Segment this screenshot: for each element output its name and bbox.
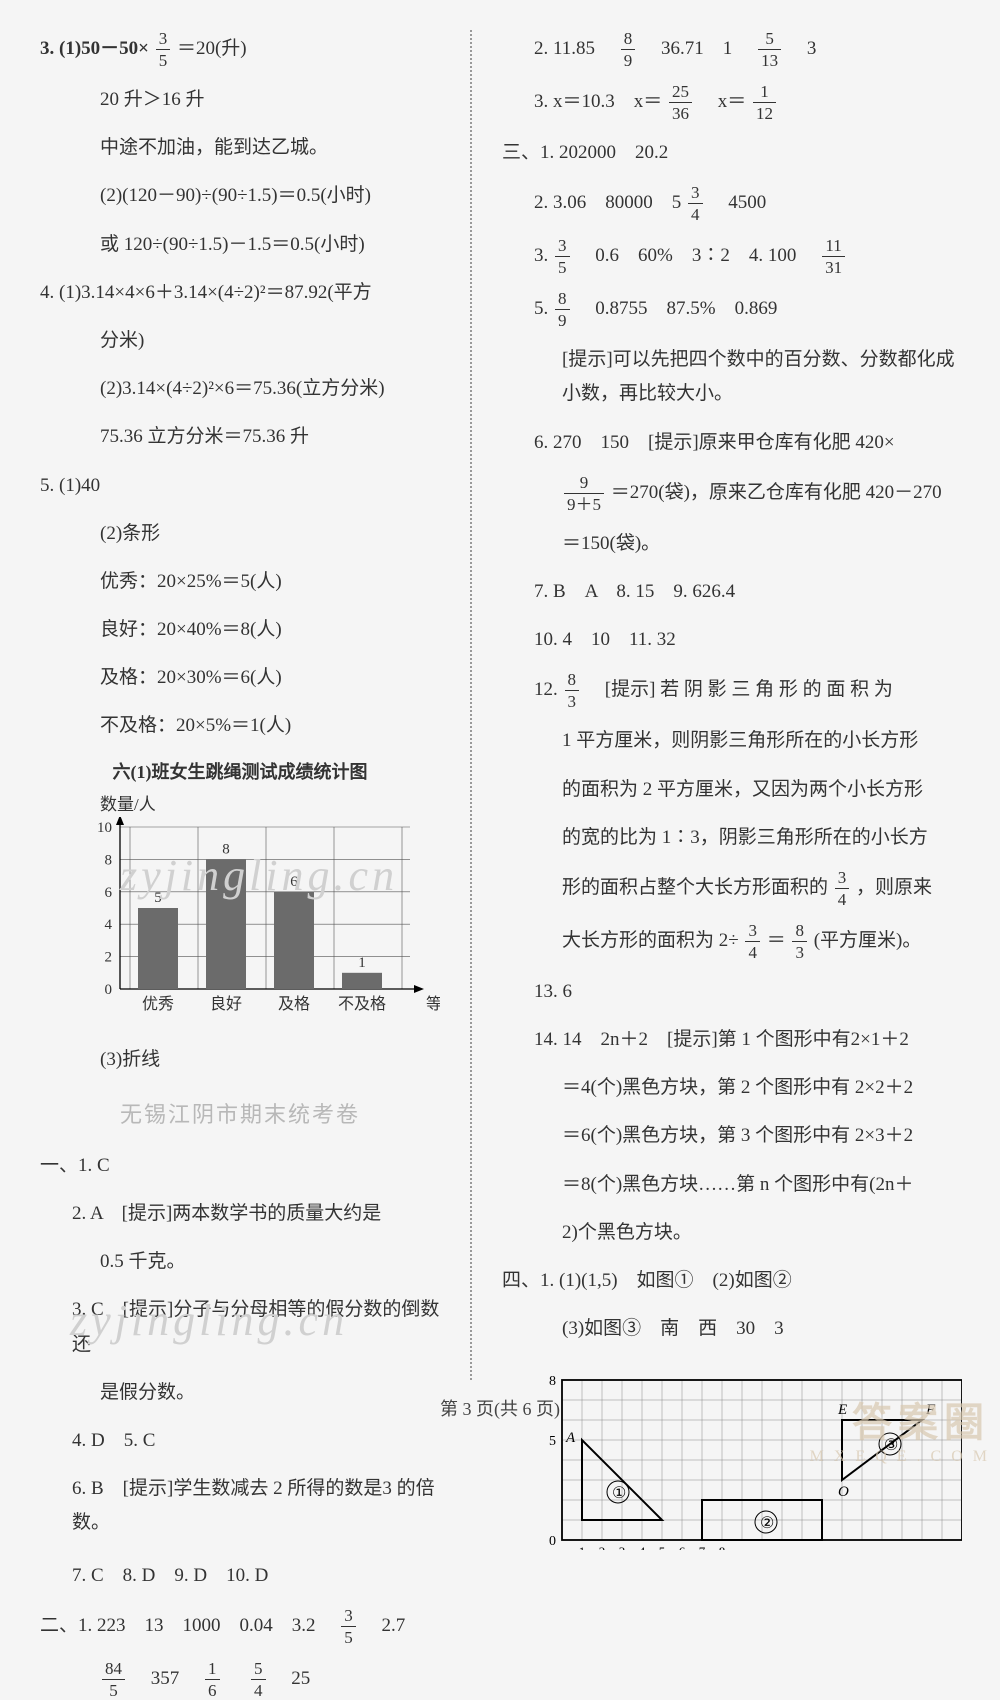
s4-1b: (3)如图③ 南 西 30 3 — [502, 1312, 962, 1346]
frac: 35 — [156, 30, 171, 69]
svg-text:3: 3 — [619, 1544, 626, 1550]
q3-l4: (2)(120－90)÷(90÷1.5)＝0.5(小时) — [40, 179, 440, 213]
chart-ylabel: 数量/人 — [100, 790, 440, 815]
s3-6a: 6. 270 150 [提示]原来甲仓库有化肥 420× — [502, 426, 962, 460]
svg-text:8: 8 — [222, 841, 230, 857]
svg-text:良好: 良好 — [210, 995, 242, 1013]
s3-12f: 形的面积占整个大长方形面积的 34 ，则原来 — [502, 869, 962, 908]
svg-text:5: 5 — [154, 890, 162, 906]
s1-l4: 4. D 5. C — [40, 1424, 440, 1458]
q5-l2: (2)条形 — [40, 517, 440, 551]
s3-14d: ＝8(个)黑色方块……第 n 个图形中有(2n＋ — [502, 1168, 962, 1202]
s3-12h: 大长方形的面积为 2÷ 34 ＝ 83 (平方厘米)。 — [502, 922, 962, 961]
column-divider — [470, 30, 472, 1380]
s3-12c: 1 平方厘米，则阴影三角形所在的小长方形 — [502, 724, 962, 758]
s3-7: 7. B A 8. 15 9. 626.4 — [502, 575, 962, 609]
s1-l2: 2. A [提示]两本数学书的质量大约是 — [40, 1197, 440, 1231]
s1-l3: 3. C [提示]分子与分母相等的假分数的倒数还 — [40, 1293, 440, 1361]
svg-text:1: 1 — [579, 1544, 586, 1550]
s3-12e: 的宽的比为 1∶3，阴影三角形所在的小长方 — [502, 821, 962, 855]
svg-text:等级: 等级 — [426, 995, 440, 1013]
q5-l3: 优秀：20×25%＝5(人) — [40, 565, 440, 599]
svg-text:②: ② — [760, 1515, 774, 1532]
svg-text:5: 5 — [549, 1434, 556, 1449]
svg-text:0: 0 — [549, 1534, 556, 1549]
svg-text:8: 8 — [105, 852, 113, 868]
bar-chart: 0 2 4 6 8 10 5 优秀 8 良好 6 及格 1 不及格 等级 — [80, 817, 440, 1033]
svg-text:O: O — [838, 1484, 849, 1500]
s1-l6: 7. C 8. D 9. D 10. D — [40, 1559, 440, 1593]
s3-6c: ＝150(袋)。 — [502, 527, 962, 561]
svg-text:优秀: 优秀 — [142, 995, 174, 1013]
q3-l3: 中途不加油，能到达乙城。 — [40, 131, 440, 165]
q4-l3: 75.36 立方分米＝75.36 升 — [40, 420, 440, 454]
q5-l7: (3)折线 — [40, 1043, 440, 1077]
r3: 3. x＝10.3 x＝ 2536 x＝ 112 — [502, 83, 962, 122]
s2-l2: 845 357 16 54 25 — [40, 1660, 440, 1699]
q3-l5: 或 120÷(90÷1.5)－1.5＝0.5(小时) — [40, 228, 440, 262]
svg-text:8: 8 — [719, 1544, 726, 1550]
left-column: 3. (1)50－50× 35 ＝20(升) 20 升＞16 升 中途不加油，能… — [40, 30, 440, 1380]
q5-l5: 及格：20×30%＝6(人) — [40, 661, 440, 695]
s3-10: 10. 4 10 11. 32 — [502, 623, 962, 657]
s1-l5: 6. B [提示]学生数减去 2 所得的数是3 的倍数。 — [40, 1472, 440, 1540]
q4-l2: (2)3.14×(4÷2)²×6＝75.36(立方分米) — [40, 372, 440, 406]
s3-14a: 14. 14 2n＋2 [提示]第 1 个图形中有2×1＋2 — [502, 1023, 962, 1057]
svg-text:①: ① — [612, 1485, 626, 1502]
svg-text:5: 5 — [659, 1544, 666, 1550]
s3-12a: 12. 83 [提示] 若 阴 影 三 角 形 的 面 积 为 — [502, 671, 962, 710]
s3-14c: ＝6(个)黑色方块，第 3 个图形中有 2×3＋2 — [502, 1119, 962, 1153]
s1-l1: 一、1. C — [40, 1149, 440, 1183]
s3-14b: ＝4(个)黑色方块，第 2 个图形中有 2×2＋2 — [502, 1071, 962, 1105]
svg-text:A: A — [565, 1430, 576, 1446]
svg-text:不及格: 不及格 — [338, 995, 386, 1013]
q4-l1b: 分米) — [40, 324, 440, 358]
svg-text:0: 0 — [105, 982, 113, 998]
q3-l2: 20 升＞16 升 — [40, 83, 440, 117]
s3-2: 2. 3.06 80000 5 34 4500 — [502, 184, 962, 223]
r2: 2. 11.85 89 36.71 1 513 3 — [502, 30, 962, 69]
s3-5: 5. 89 0.8755 87.5% 0.869 — [502, 290, 962, 329]
q5-l1: 5. (1)40 — [40, 469, 440, 503]
s3-13: 13. 6 — [502, 975, 962, 1009]
s3-14e: 2)个黑色方块。 — [502, 1216, 962, 1250]
svg-text:1: 1 — [358, 954, 366, 970]
svg-text:及格: 及格 — [278, 995, 310, 1013]
s3-12d: 的面积为 2 平方厘米，又因为两个小长方形 — [502, 773, 962, 807]
s1-l2b: 0.5 千克。 — [40, 1245, 440, 1279]
svg-text:8: 8 — [549, 1374, 556, 1389]
svg-text:7: 7 — [699, 1544, 706, 1550]
s3-3: 3. 35 0.6 60% 3∶2 4. 100 1131 — [502, 237, 962, 276]
svg-text:4: 4 — [639, 1544, 646, 1550]
s3-1: 三、1. 202000 20.2 — [502, 136, 962, 170]
q3-l1: 3. (1)50－50× 35 ＝20(升) — [40, 30, 440, 69]
q5-l4: 良好：20×40%＝8(人) — [40, 613, 440, 647]
svg-text:4: 4 — [105, 917, 113, 933]
s4-1: 四、1. (1)(1,5) 如图① (2)如图② — [502, 1264, 962, 1298]
q5-l6: 不及格：20×5%＝1(人) — [40, 709, 440, 743]
svg-text:2: 2 — [105, 949, 113, 965]
q3-l1b: ＝20(升) — [177, 38, 247, 59]
right-column: 2. 11.85 89 36.71 1 513 3 3. x＝10.3 x＝ 2… — [502, 30, 962, 1380]
s2-l1: 二、1. 223 13 1000 0.04 3.2 35 2.7 — [40, 1607, 440, 1646]
watermark-logo: 答案圈 M X E Q E . C O M — [810, 1390, 990, 1466]
svg-text:6: 6 — [290, 873, 298, 889]
chart-title: 六(1)班女生跳绳测试成绩统计图 — [40, 758, 440, 784]
svg-text:6: 6 — [679, 1544, 686, 1550]
q3-l1a: 3. (1)50－50× — [40, 38, 149, 59]
svg-text:6: 6 — [105, 884, 113, 900]
svg-text:10: 10 — [97, 820, 112, 836]
section-heading: 无锡江阴市期末统考卷 — [40, 1097, 440, 1129]
s3-5h: [提示]可以先把四个数中的百分数、分数都化成小数，再比较大小。 — [502, 343, 962, 411]
s3-6b: 99＋5 ＝270(袋)，原来乙仓库有化肥 420－270 — [502, 474, 962, 513]
svg-text:2: 2 — [599, 1544, 606, 1550]
q4-l1: 4. (1)3.14×4×6＋3.14×(4÷2)²＝87.92(平方 — [40, 276, 440, 310]
